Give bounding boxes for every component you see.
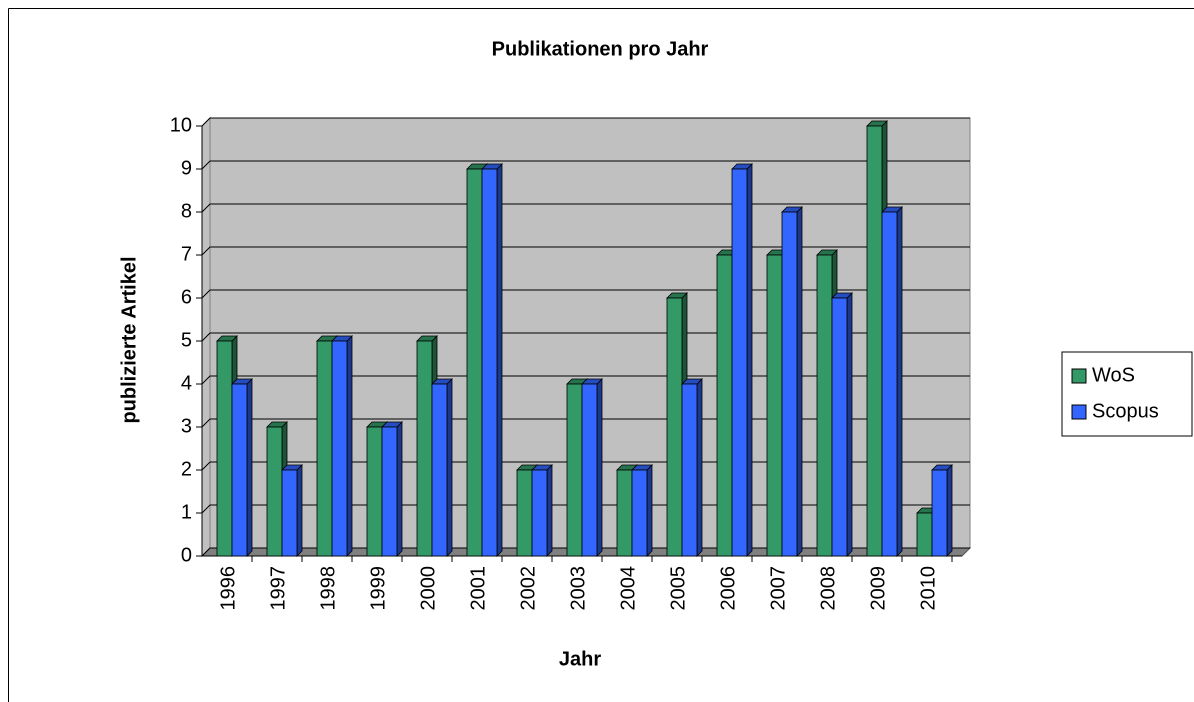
grid-line	[201, 117, 970, 127]
bar-side	[296, 464, 303, 557]
bar	[281, 469, 298, 557]
x-tick-label: 2004	[617, 566, 639, 611]
x-tick-label: 2010	[917, 566, 939, 611]
bar-side	[746, 163, 753, 557]
bar-side	[396, 421, 403, 557]
legend-swatch	[1071, 404, 1087, 420]
bar	[216, 340, 233, 557]
bar-side	[346, 335, 353, 557]
bar-side	[946, 464, 953, 557]
x-tick-label: 2006	[717, 566, 739, 611]
x-tick-label: 2008	[817, 566, 839, 611]
bar-side	[446, 378, 453, 557]
bar	[931, 469, 948, 557]
bar-side	[696, 378, 703, 557]
y-tick-label: 1	[181, 501, 192, 523]
y-tick-label: 2	[181, 458, 192, 480]
bar-side	[846, 292, 853, 557]
bar	[481, 168, 498, 557]
bar	[581, 383, 598, 557]
x-axis-label: Jahr	[559, 648, 601, 670]
bar	[716, 254, 733, 557]
grid-line	[201, 160, 970, 170]
bar	[566, 383, 583, 557]
grid-line	[201, 246, 970, 256]
bar	[816, 254, 833, 557]
bar	[881, 211, 898, 557]
legend-label: Scopus	[1092, 400, 1159, 422]
x-tick-label: 2005	[667, 566, 689, 611]
x-tick-label: 2001	[467, 566, 489, 611]
bar	[331, 340, 348, 557]
x-tick-label: 2007	[767, 566, 789, 611]
y-tick-label: 3	[181, 415, 192, 437]
chart-title: Publikationen pro Jahr	[492, 38, 709, 60]
x-tick-label: 1996	[217, 566, 239, 611]
bar-side	[646, 464, 653, 557]
x-tick-label: 2000	[417, 566, 439, 611]
bar	[631, 469, 648, 557]
grid-line	[201, 203, 970, 213]
bar	[516, 469, 533, 557]
bar	[431, 383, 448, 557]
x-tick-label: 1998	[317, 566, 339, 611]
bar	[381, 426, 398, 557]
x-tick-label: 2009	[867, 566, 889, 611]
bar	[666, 297, 683, 557]
bar	[366, 426, 383, 557]
bar-side	[246, 378, 253, 557]
y-tick-label: 10	[170, 114, 192, 136]
y-tick-label: 8	[181, 200, 192, 222]
bar	[831, 297, 848, 557]
y-tick-label: 7	[181, 243, 192, 265]
legend-label: WoS	[1092, 364, 1135, 386]
bar-side	[596, 378, 603, 557]
bar	[466, 168, 483, 557]
bar	[781, 211, 798, 557]
x-tick-label: 1999	[367, 566, 389, 611]
bar	[731, 168, 748, 557]
bar	[316, 340, 333, 557]
y-tick-label: 0	[181, 544, 192, 566]
x-tick-label: 2003	[567, 566, 589, 611]
y-tick-label: 5	[181, 329, 192, 351]
bar	[766, 254, 783, 557]
x-tick-label: 2002	[517, 566, 539, 611]
bar	[616, 469, 633, 557]
bar-side	[796, 206, 803, 557]
bar-side	[546, 464, 553, 557]
bar	[916, 512, 933, 557]
bar	[531, 469, 548, 557]
x-tick-label: 1997	[267, 566, 289, 611]
bar	[866, 125, 883, 557]
bar-side	[496, 163, 503, 557]
y-tick-label: 4	[181, 372, 192, 394]
bar	[681, 383, 698, 557]
bar	[416, 340, 433, 557]
legend-swatch	[1071, 368, 1087, 384]
bar	[266, 426, 283, 557]
y-axis-label: publizierte Artikel	[118, 256, 140, 423]
bar-side	[896, 206, 903, 557]
bar	[231, 383, 248, 557]
y-tick-label: 9	[181, 157, 192, 179]
legend-box	[1061, 351, 1193, 437]
y-tick-label: 6	[181, 286, 192, 308]
